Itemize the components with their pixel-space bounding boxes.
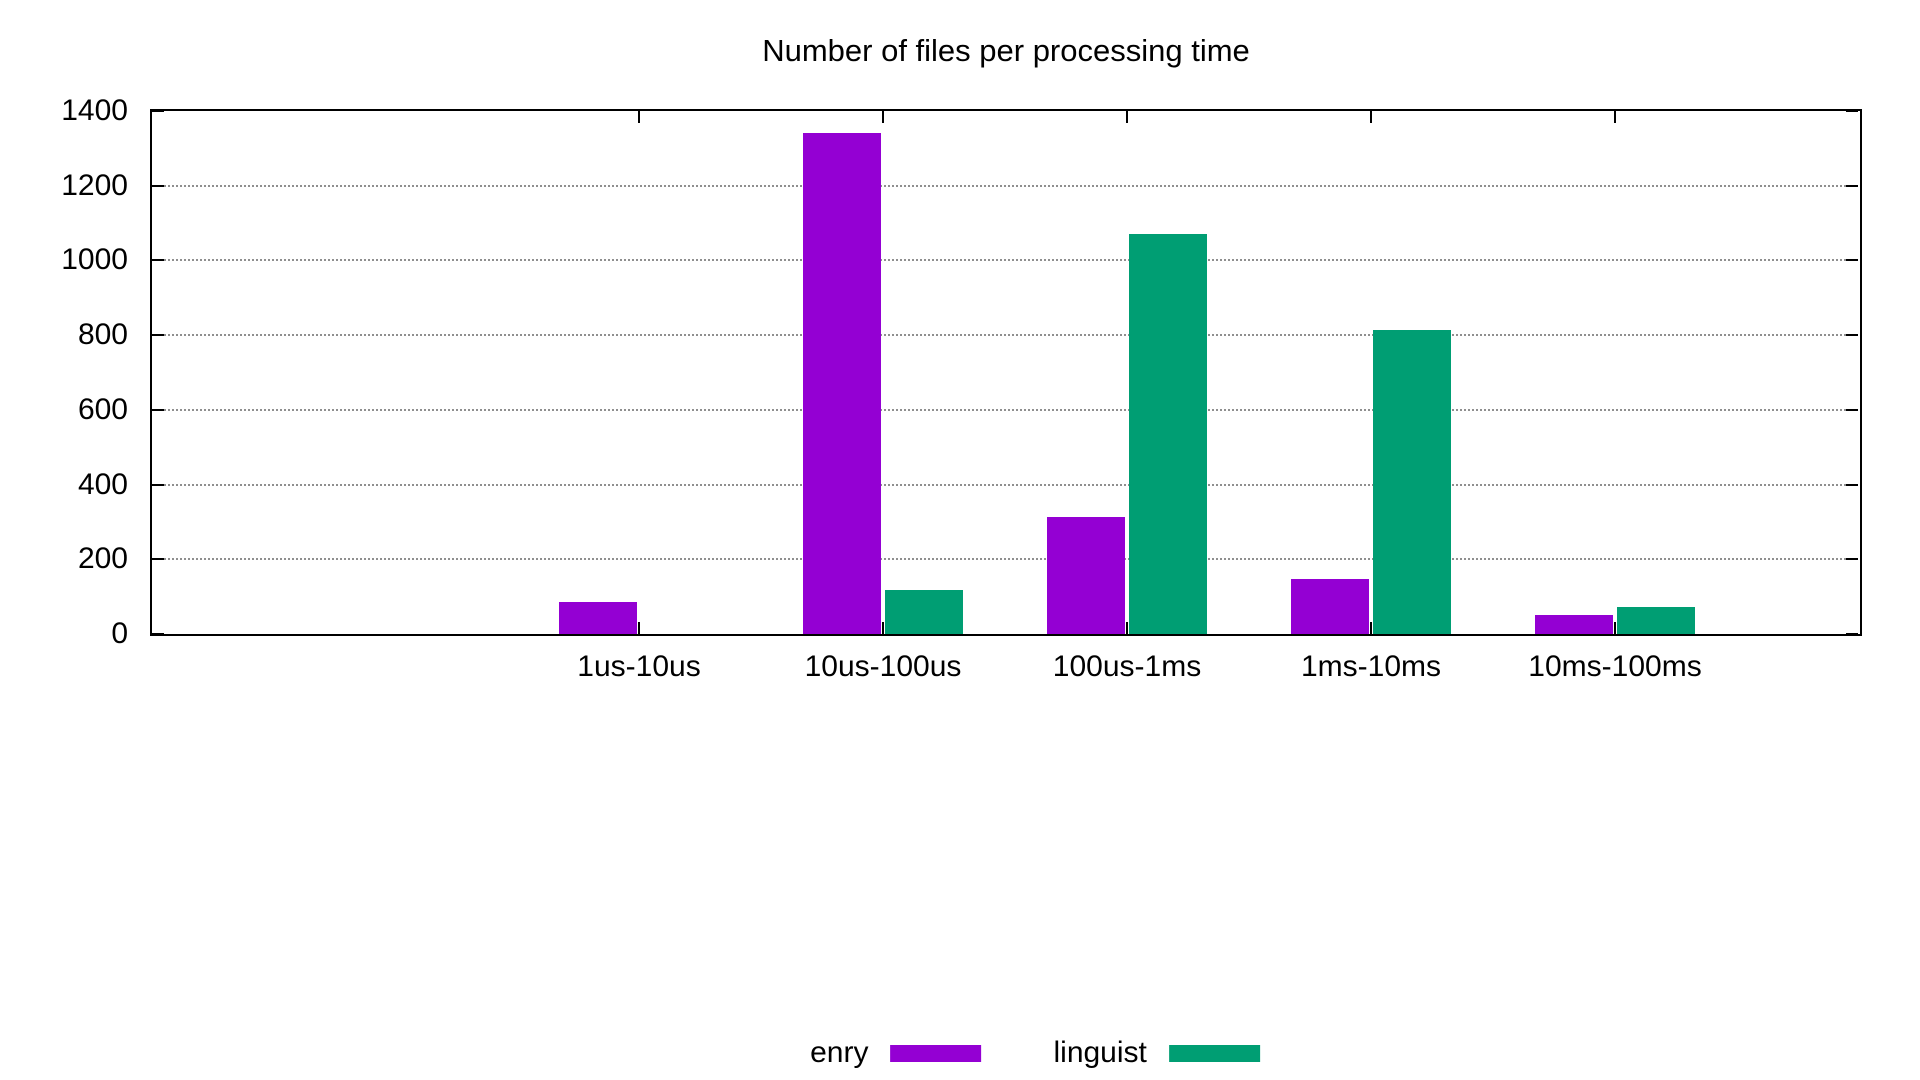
- gridline: [152, 185, 1858, 187]
- y-tick-mark: [1846, 334, 1858, 336]
- bar-enry: [803, 133, 881, 634]
- y-tick-label: 1200: [61, 169, 128, 202]
- x-tick-label: 10ms-100ms: [1528, 650, 1702, 683]
- bar-linguist: [885, 590, 963, 634]
- x-tick-mark: [1126, 111, 1128, 123]
- legend-swatch-enry: [890, 1044, 982, 1062]
- y-tick-label: 200: [77, 542, 128, 575]
- legend-item-linguist: linguist: [1053, 1035, 1260, 1071]
- y-tick-mark: [1846, 558, 1858, 560]
- legend-label: enry: [810, 1036, 869, 1069]
- y-tick-mark: [152, 409, 164, 411]
- gridline: [152, 259, 1858, 261]
- y-tick-mark: [1846, 409, 1858, 411]
- x-tick-mark: [1370, 111, 1372, 123]
- x-tick-mark: [638, 622, 640, 634]
- y-tick-label: 1400: [61, 94, 128, 127]
- legend-label: linguist: [1053, 1036, 1147, 1069]
- y-tick-label: 600: [77, 393, 128, 426]
- y-tick-mark: [1846, 259, 1858, 261]
- bar-linguist: [1373, 330, 1451, 634]
- bar-enry: [1291, 579, 1369, 634]
- x-tick-mark: [638, 111, 640, 123]
- bar-linguist: [1617, 607, 1695, 634]
- y-tick-label: 0: [111, 617, 128, 650]
- x-tick-mark: [1614, 111, 1616, 123]
- x-tick-label: 100us-1ms: [1052, 650, 1202, 683]
- x-tick-mark: [882, 111, 884, 123]
- y-tick-label: 400: [77, 468, 128, 501]
- y-tick-label: 1000: [61, 243, 128, 276]
- bar-enry: [559, 602, 637, 634]
- bar-enry: [1535, 615, 1613, 634]
- y-tick-mark: [152, 633, 164, 635]
- x-tick-mark: [882, 622, 884, 634]
- x-tick-mark: [1370, 622, 1372, 634]
- x-tick-label: 1us-10us: [577, 650, 701, 683]
- y-tick-mark: [1846, 484, 1858, 486]
- y-tick-mark: [1846, 110, 1858, 112]
- y-tick-mark: [152, 558, 164, 560]
- plot-border: [150, 109, 1862, 636]
- x-tick-label: 1ms-10ms: [1300, 650, 1442, 683]
- y-tick-mark: [152, 110, 164, 112]
- x-tick-mark: [1126, 622, 1128, 634]
- gridline: [152, 558, 1858, 560]
- y-tick-mark: [1846, 633, 1858, 635]
- legend: enry linguist: [810, 1035, 1260, 1071]
- legend-swatch-linguist: [1168, 1044, 1260, 1062]
- y-tick-mark: [152, 334, 164, 336]
- legend-item-enry: enry: [810, 1035, 982, 1071]
- gridline: [152, 334, 1858, 336]
- y-tick-mark: [152, 484, 164, 486]
- y-tick-mark: [1846, 185, 1858, 187]
- y-tick-mark: [152, 185, 164, 187]
- bar-linguist: [1129, 234, 1207, 634]
- bar-enry: [1047, 517, 1125, 634]
- x-tick-label: 10us-100us: [804, 650, 962, 683]
- gridline: [152, 409, 1858, 411]
- gridline: [152, 484, 1858, 486]
- y-tick-mark: [152, 259, 164, 261]
- y-tick-label: 800: [77, 318, 128, 351]
- x-tick-mark: [1614, 622, 1616, 634]
- chart-title: Number of files per processing time: [762, 33, 1250, 68]
